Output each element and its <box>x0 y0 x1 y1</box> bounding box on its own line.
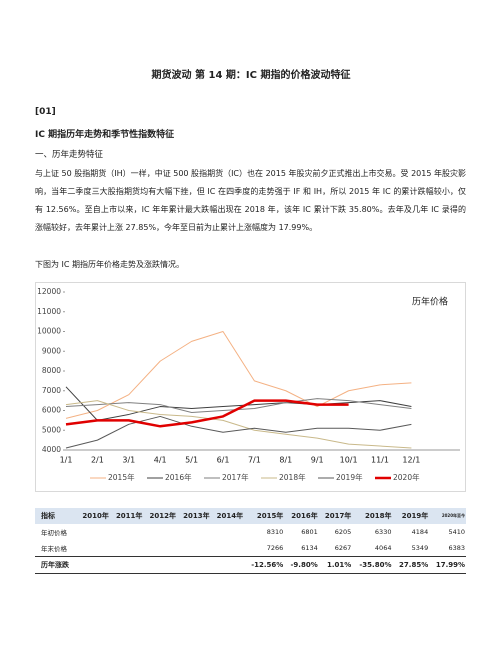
table-cell: 6330 <box>374 528 392 536</box>
table-cell: 5349 <box>411 544 429 552</box>
y-tick-label: 6000 <box>42 406 61 415</box>
table-cell <box>110 540 144 557</box>
table-cell <box>76 540 110 557</box>
table-cell: 4184 <box>411 528 429 536</box>
y-tick-label: 4000 <box>42 445 61 454</box>
table-cell: 8310 <box>266 528 284 536</box>
table-cell: 年初价格 <box>41 529 67 537</box>
table-cell: 1.01% <box>318 556 353 574</box>
legend-label: 2020年 <box>393 472 420 482</box>
x-tick-label: 6/1 <box>217 456 230 465</box>
x-tick-label: 5/1 <box>185 456 198 465</box>
series-line <box>65 415 412 449</box>
legend-label: 2018年 <box>279 472 306 482</box>
y-tick-label: 12000 <box>37 287 61 296</box>
section-number: [01] <box>35 107 56 117</box>
table-row: 年初价格 8310 6801 6205 6330 4184 5410 <box>35 524 466 540</box>
legend-label: 2017年 <box>222 472 249 482</box>
x-tick-label: 8/1 <box>279 456 292 465</box>
series-line <box>65 400 412 449</box>
paragraph: 与上证 50 股指期货（IH）一样，中证 500 股指期货（IC）也在 2015… <box>35 169 466 232</box>
table-cell: 17.99% <box>429 556 466 574</box>
table-cell <box>143 540 177 557</box>
chart-frame <box>35 282 466 492</box>
section-heading: IC 期指历年走势和季节性指数特征 <box>35 130 175 140</box>
table-cell: 历年涨跌 <box>35 556 77 574</box>
header-cell: 2012年 <box>143 508 177 524</box>
table-cell: 7266 <box>266 544 284 552</box>
table-cell <box>177 556 211 574</box>
table-cell: 4064 <box>374 544 392 552</box>
y-tick-label: 10000 <box>37 327 61 336</box>
header-cell: 2014年 <box>210 508 245 524</box>
table-row: 历年涨跌 -12.56% -9.80% 1.01% -35.80% 27.85% 17.99… <box>35 556 466 574</box>
header-cell: 2020年至今 <box>429 508 466 524</box>
series-line <box>65 399 349 428</box>
table-cell <box>143 524 177 540</box>
table-cell: 6383 <box>448 544 465 552</box>
series-line <box>65 386 412 421</box>
x-tick-label: 7/1 <box>248 456 261 465</box>
table-cell: 年末价格 <box>41 545 67 553</box>
chart-label: 历年价格 <box>412 296 448 308</box>
chart: 历年价格 4000 5000 6000 7000 8000 9000 10000 11000 1… <box>35 282 466 492</box>
data-table: 指标 2010年 2011年 2012年 2013年 2014年 2015年 2016年 201… <box>35 508 466 574</box>
table-cell <box>110 524 144 540</box>
y-tick-label: 9000 <box>42 346 61 355</box>
table-cell <box>177 524 211 540</box>
table-cell: -35.80% <box>352 556 393 574</box>
table-cell: 5410 <box>448 528 465 536</box>
header-cell: 2013年 <box>177 508 211 524</box>
x-tick-label: 1/1 <box>60 456 73 465</box>
table-cell <box>177 540 211 557</box>
table-cell: 6267 <box>334 544 352 552</box>
y-tick-label: 5000 <box>42 425 61 434</box>
table-cell <box>211 540 245 557</box>
table-cell: 6205 <box>334 528 352 536</box>
table-cell <box>211 524 245 540</box>
legend-label: 2015年 <box>108 472 135 482</box>
header-cell: 2011年 <box>109 508 144 524</box>
series-line <box>65 331 412 419</box>
table-cell: 27.85% <box>392 556 430 574</box>
table-cell <box>76 556 110 574</box>
table-cell <box>143 556 177 574</box>
x-tick-label: 4/1 <box>154 456 167 465</box>
header-row: 指标 2010年 2011年 2012年 2013年 2014年 2015年 2016年 201… <box>35 508 466 524</box>
y-tick-label: 8000 <box>42 366 61 375</box>
table-cell <box>76 524 110 540</box>
y-tick-label: 7000 <box>42 386 61 395</box>
legend-label: 2016年 <box>165 472 192 482</box>
table-cell <box>109 556 144 574</box>
table-row: 年末价格 7266 6134 6267 4064 5349 6383 <box>35 540 466 557</box>
x-tick-label: 2/1 <box>91 456 104 465</box>
x-tick-label: 11/1 <box>371 456 389 465</box>
header-cell: 2018年 <box>352 508 393 524</box>
table-cell: -9.80% <box>284 556 319 574</box>
x-tick-label: 10/1 <box>340 456 358 465</box>
x-tick-label: 12/1 <box>402 456 420 465</box>
table-cell <box>210 556 245 574</box>
header-cell: 2019年 <box>392 508 430 524</box>
y-tick-label: 11000 <box>37 307 61 316</box>
legend-label: 2019年 <box>336 472 363 482</box>
x-tick-label: 9/1 <box>311 456 324 465</box>
header-cell: 2017年 <box>318 508 353 524</box>
table-cell: 6801 <box>301 528 318 536</box>
table-cell: -12.56% <box>244 556 285 574</box>
doc-title: 期货波动 第 14 期：IC 期指的价格波动特征 <box>151 70 351 81</box>
table-cell: 6134 <box>301 544 318 552</box>
header-cell: 指标 <box>35 508 77 524</box>
subheading: 一、历年走势特征 <box>35 150 104 160</box>
header-cell: 2010年 <box>76 508 110 524</box>
header-cell: 2016年 <box>284 508 319 524</box>
x-tick-label: 3/1 <box>122 456 135 465</box>
caption: 下图为 IC 期指历年价格走势及涨跌情况。 <box>35 260 185 269</box>
header-cell: 2015年 <box>244 508 285 524</box>
